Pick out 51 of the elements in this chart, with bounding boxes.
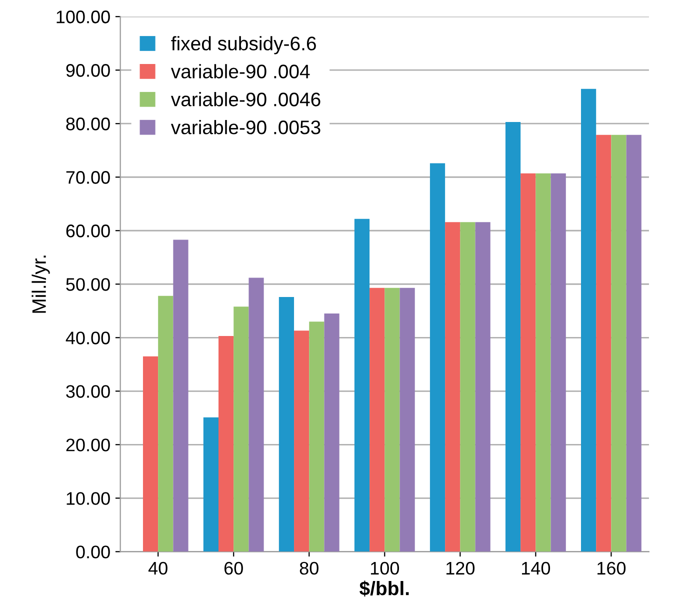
x-tick-label: 80 bbox=[300, 562, 318, 575]
x-axis-title: $/bbl. bbox=[360, 580, 409, 597]
x-tick-label: 140 bbox=[522, 562, 550, 575]
y-tick-label: 80.00 bbox=[66, 118, 110, 130]
legend-label: variable-90 .0046 bbox=[170, 92, 320, 106]
bar bbox=[596, 134, 612, 552]
bar bbox=[520, 173, 536, 552]
bar bbox=[400, 288, 415, 552]
y-tick-label: 90.00 bbox=[66, 64, 110, 77]
legend-label: fixed subsidy-6.6 bbox=[171, 36, 316, 54]
bar bbox=[611, 134, 626, 552]
y-tick-label: 20.00 bbox=[66, 438, 110, 452]
bar bbox=[475, 222, 490, 552]
bar bbox=[173, 240, 188, 552]
legend-label: variable-90 .004 bbox=[170, 64, 310, 78]
bar bbox=[384, 288, 400, 552]
bar bbox=[460, 222, 476, 552]
bar bbox=[278, 296, 294, 552]
bar bbox=[505, 122, 521, 552]
y-tick-label: 10.00 bbox=[66, 492, 110, 505]
y-axis-title: Mil.l/yr. bbox=[32, 256, 50, 313]
bar bbox=[580, 88, 596, 552]
bar bbox=[294, 330, 310, 552]
bar bbox=[218, 336, 234, 552]
x-tick-label: 100 bbox=[370, 562, 399, 575]
y-tick-label: 60.00 bbox=[66, 224, 110, 238]
bar bbox=[445, 222, 460, 552]
bar bbox=[536, 173, 551, 552]
bar bbox=[248, 278, 264, 552]
x-tick-label: 120 bbox=[446, 562, 475, 575]
y-tick-label: 0.00 bbox=[76, 546, 110, 558]
bar bbox=[203, 417, 219, 552]
y-tick-label: 50.00 bbox=[66, 278, 110, 291]
x-tick-label: 60 bbox=[224, 562, 243, 575]
bar bbox=[324, 314, 340, 552]
bar bbox=[370, 288, 385, 552]
bar bbox=[158, 296, 174, 552]
y-tick-label: 70.00 bbox=[66, 171, 110, 184]
bar bbox=[309, 322, 324, 552]
y-tick-label: 100.00 bbox=[56, 10, 110, 24]
bar bbox=[354, 218, 370, 552]
legend-label: variable-90 .0053 bbox=[170, 120, 320, 134]
bar bbox=[234, 306, 249, 552]
x-tick-label: 40 bbox=[148, 562, 168, 575]
y-tick-label: 40.00 bbox=[66, 332, 110, 344]
x-tick-label: 160 bbox=[598, 562, 626, 575]
y-tick-label: 30.00 bbox=[66, 385, 110, 398]
bar bbox=[430, 163, 446, 552]
bar bbox=[626, 134, 642, 552]
bar bbox=[550, 173, 566, 552]
bar bbox=[142, 356, 158, 552]
